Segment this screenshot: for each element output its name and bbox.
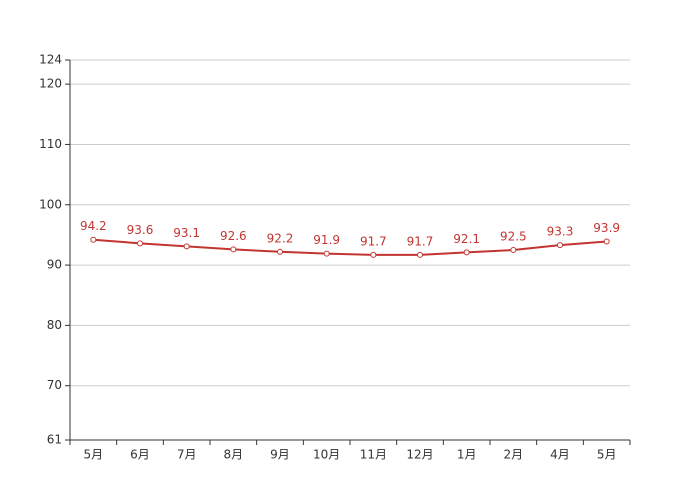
point [137,240,143,247]
x-tick-label: 5月 [84,448,104,462]
point [183,243,190,250]
x-tick-label: 6月 [130,448,150,462]
data-label: 91.7 [407,234,434,248]
point [417,251,423,258]
x-tick-label: 5月 [597,448,617,462]
x-tick-label: 12月 [406,448,433,462]
line [93,238,607,256]
point [557,242,563,249]
data-label: 94.2 [80,219,107,233]
point [463,249,470,256]
data-label: 93.9 [593,221,620,235]
point [510,247,517,253]
data-label: 92.2 [267,231,294,245]
x-tick-label: 9月 [270,448,290,462]
x-tick-label: 4月 [550,448,570,462]
x-tick-label: 10月 [313,448,340,462]
data-label: 93.6 [127,223,154,237]
data-label: 93.1 [173,226,200,240]
point [370,251,377,258]
y-tick-label: 80 [47,318,62,332]
x-tick-label: 11月 [360,448,387,462]
data-label: 92.5 [500,230,527,244]
data-label: 91.7 [360,234,387,248]
data-label: 92.6 [220,229,247,243]
point [90,236,97,243]
x-tick-label: 7月 [177,448,197,462]
point [603,238,610,245]
y-tick-label: 110 [39,137,62,151]
y-tick-label: 100 [39,197,62,211]
y-tick-label: 70 [47,378,62,392]
y-tick-label: 120 [39,77,62,91]
y-tick-label: 124 [39,53,62,67]
point [277,248,283,255]
x-tick-label: 2月 [504,448,524,462]
y-tick-label: 61 [47,433,62,447]
x-tick-label: 8月 [224,448,244,462]
data-label: 91.9 [313,233,340,247]
point [323,250,330,257]
x-tick-label: 1月 [457,448,477,462]
data-label: 93.3 [547,225,574,239]
y-tick-label: 90 [47,258,62,272]
data-label: 92.1 [453,232,480,246]
point [230,246,237,253]
